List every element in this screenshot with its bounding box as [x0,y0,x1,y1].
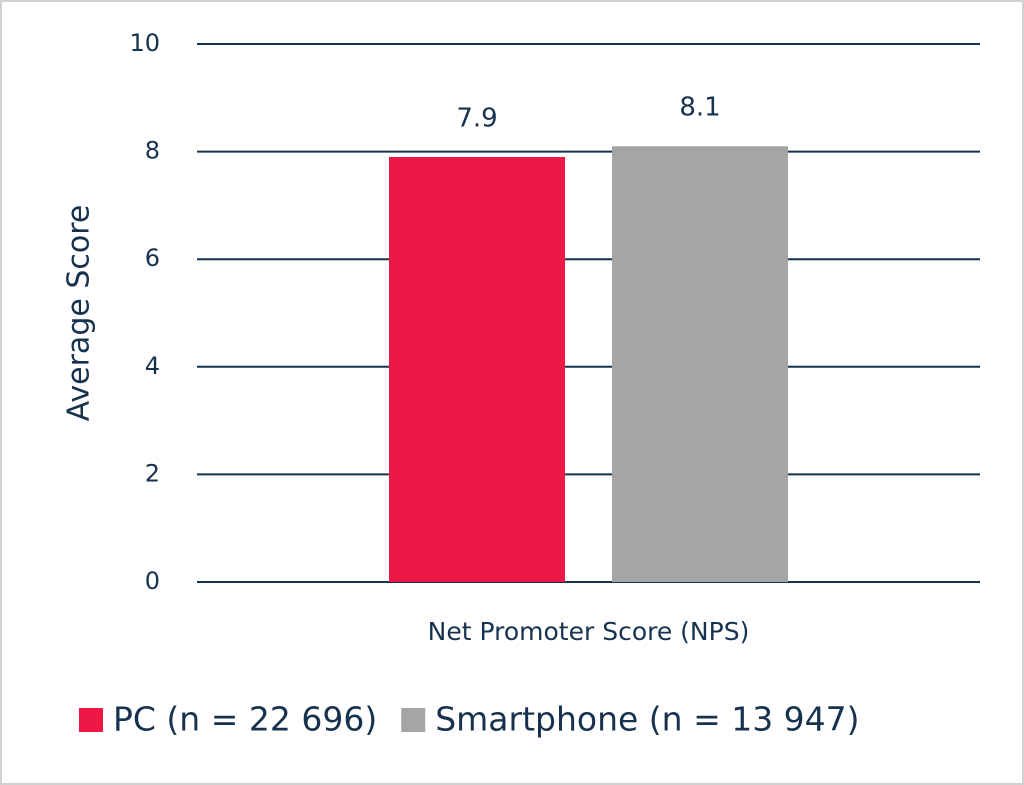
y-tick-label: 10 [129,29,160,57]
x-tick-label: Net Promoter Score (NPS) [428,617,750,646]
value-label: 8.1 [679,93,720,123]
legend-swatch [401,708,426,732]
bar [389,156,565,583]
y-tick-label: 0 [145,567,160,595]
bar [612,146,788,582]
y-tick-label: 6 [145,244,160,272]
y-tick-label: 8 [145,137,160,165]
value-label: 7.9 [456,103,497,133]
y-tick-label: 4 [145,352,160,380]
legend-label: PC (n = 22 696) [113,700,377,739]
y-tick-label: 2 [145,459,160,487]
legend-label: Smartphone (n = 13 947) [435,700,859,739]
y-axis-title: Average Score [62,205,97,422]
legend-swatch [79,708,103,732]
